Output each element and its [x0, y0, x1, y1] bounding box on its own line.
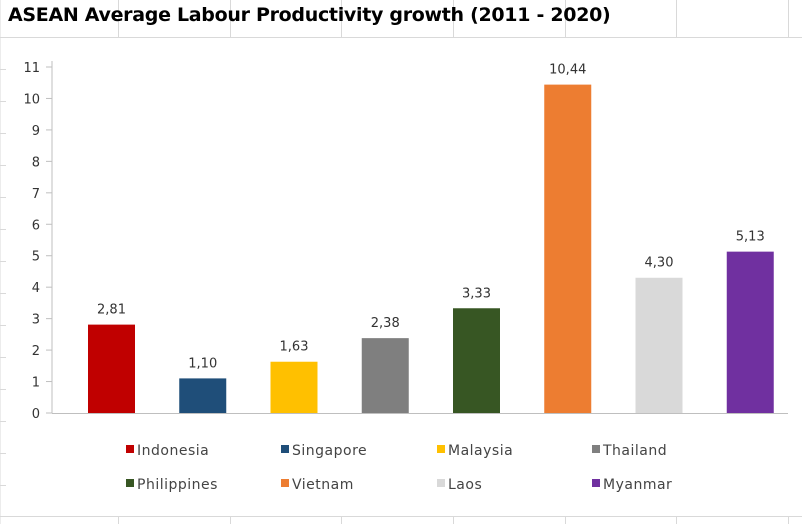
chart-title: ASEAN Average Labour Productivity growth… — [8, 4, 611, 26]
y-tick-label: 1 — [32, 376, 40, 391]
data-label: 2,81 — [97, 303, 126, 318]
data-label: 4,30 — [645, 256, 674, 271]
legend-label: Malaysia — [448, 443, 513, 459]
data-label: 1,63 — [280, 340, 309, 355]
data-label: 10,44 — [549, 63, 586, 78]
legend-swatch — [437, 445, 445, 453]
data-label: 1,10 — [188, 356, 217, 371]
legend-label: Laos — [448, 477, 482, 493]
bar-philippines — [453, 308, 500, 413]
legend-label: Myanmar — [603, 477, 672, 493]
y-tick-label: 9 — [32, 124, 40, 139]
legend-label: Vietnam — [292, 477, 354, 493]
bar-singapore — [179, 378, 227, 413]
y-tick-label: 2 — [32, 344, 40, 359]
legend-label: Singapore — [292, 443, 367, 459]
bar-indonesia — [88, 324, 135, 413]
y-tick-label: 0 — [32, 407, 40, 422]
bar-myanmar — [726, 251, 774, 413]
legend-label: Indonesia — [137, 443, 209, 459]
legend-swatch — [281, 445, 289, 453]
legend-swatch — [281, 479, 289, 487]
y-tick-label: 5 — [32, 250, 40, 265]
legend-label: Thailand — [602, 443, 667, 459]
legend-label: Philippines — [137, 477, 218, 493]
y-tick-label: 3 — [32, 313, 40, 328]
legend-swatch — [437, 479, 445, 487]
y-tick-label: 11 — [23, 61, 40, 76]
y-tick-label: 6 — [32, 218, 40, 233]
y-tick-label: 4 — [32, 281, 40, 296]
y-tick-label: 10 — [23, 92, 40, 107]
legend-swatch — [592, 479, 600, 487]
data-label: 2,38 — [371, 316, 400, 331]
bar-malaysia — [270, 361, 318, 413]
legend-swatch — [126, 445, 134, 453]
data-label: 3,33 — [462, 286, 491, 301]
data-label: 5,13 — [736, 230, 765, 245]
y-tick-label: 8 — [32, 155, 40, 170]
bar-thailand — [361, 338, 409, 413]
bar-laos — [635, 277, 683, 413]
legend-swatch — [592, 445, 600, 453]
bar-vietnam — [544, 84, 592, 413]
legend-swatch — [126, 479, 134, 487]
y-tick-label: 7 — [32, 187, 40, 202]
